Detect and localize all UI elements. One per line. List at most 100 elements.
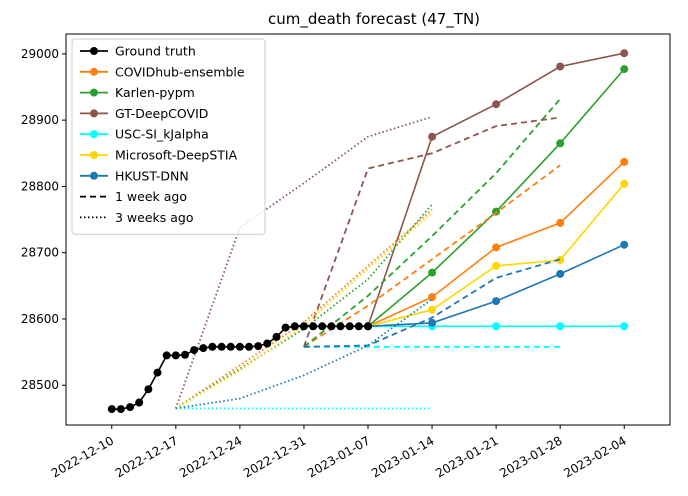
series-covidhub-ensemble-3-weeks-ago bbox=[175, 208, 433, 410]
legend-item-karlen-pypm: Karlen-pypm bbox=[80, 85, 195, 100]
series-line-karlen-pypm-1-week-ago bbox=[303, 98, 561, 348]
series-line-hkust-dnn-1-week-ago bbox=[303, 258, 561, 348]
data-point-ground-truth bbox=[235, 342, 244, 351]
y-axis: 28500 28600 28700 28800 28900 29000 bbox=[21, 47, 66, 392]
legend-item-hkust-dnn: HKUST-DNN bbox=[80, 168, 189, 183]
data-point-ground-truth bbox=[144, 385, 153, 394]
data-point-covidhub-ensemble bbox=[492, 243, 501, 252]
legend-label: HKUST-DNN bbox=[115, 168, 189, 183]
series-line-hkust-dnn bbox=[367, 243, 625, 328]
legend-label: 3 weeks ago bbox=[115, 210, 194, 225]
series-hkust-dnn-3-weeks-ago bbox=[175, 298, 433, 410]
x-axis: 2022-12-102022-12-172022-12-242022-12-31… bbox=[49, 425, 629, 480]
series-line-covidhub-ensemble-1-week-ago bbox=[303, 164, 561, 348]
data-point-microsoft-deepstia bbox=[428, 305, 437, 314]
legend-label: Karlen-pypm bbox=[115, 85, 195, 100]
legend-marker bbox=[90, 88, 98, 97]
legend-label: USC-SI_kJalpha bbox=[115, 127, 209, 142]
data-point-ground-truth bbox=[135, 398, 144, 407]
legend: Ground truth COVIDhub-ensemble Karlen-pypm… bbox=[71, 38, 266, 235]
data-point-ground-truth bbox=[354, 322, 363, 331]
data-point-ground-truth bbox=[126, 403, 135, 412]
y-tick-label: 28800 bbox=[21, 179, 59, 193]
data-point-gt-deepcovid bbox=[556, 62, 565, 71]
series-karlen-pypm-3-weeks-ago bbox=[175, 203, 433, 410]
y-tick-label: 28500 bbox=[21, 378, 59, 392]
legend-label: Microsoft-DeepSTIA bbox=[115, 148, 238, 163]
series-line-ground-truth bbox=[111, 325, 368, 410]
legend-marker bbox=[90, 109, 98, 118]
legend-label: Ground truth bbox=[115, 44, 196, 59]
data-point-ground-truth bbox=[281, 323, 290, 332]
data-point-karlen-pypm bbox=[428, 268, 437, 277]
data-point-gt-deepcovid bbox=[428, 132, 437, 141]
legend-marker bbox=[90, 47, 98, 55]
data-point-ground-truth bbox=[107, 405, 116, 414]
data-point-ground-truth bbox=[162, 351, 171, 360]
x-tick-label: 2023-01-07 bbox=[305, 433, 372, 480]
data-point-ground-truth bbox=[254, 342, 263, 351]
data-point-hkust-dnn bbox=[428, 318, 437, 327]
data-point-ground-truth bbox=[226, 342, 235, 351]
legend-marker bbox=[90, 171, 98, 180]
data-point-ground-truth bbox=[272, 332, 281, 341]
series-microsoft-deepstia bbox=[364, 179, 629, 331]
data-point-microsoft-deepstia bbox=[620, 179, 629, 188]
data-point-ground-truth bbox=[217, 342, 226, 351]
legend-marker bbox=[90, 130, 98, 139]
data-point-hkust-dnn bbox=[620, 240, 629, 249]
y-tick-label: 29000 bbox=[21, 47, 59, 61]
y-tick-label: 28600 bbox=[21, 312, 59, 326]
data-point-ground-truth bbox=[190, 346, 199, 355]
series-line-gt-deepcovid bbox=[367, 52, 625, 327]
data-point-usc-si-kjalpha bbox=[620, 322, 629, 331]
legend-item-gt-deepcovid: GT-DeepCOVID bbox=[80, 106, 208, 121]
data-point-ground-truth bbox=[290, 322, 299, 331]
series-line-microsoft-deepstia-3-weeks-ago bbox=[175, 212, 433, 410]
legend-marker bbox=[90, 67, 98, 76]
data-point-microsoft-deepstia bbox=[492, 261, 501, 270]
data-point-ground-truth bbox=[199, 344, 208, 353]
series-line-covidhub-ensemble-3-weeks-ago bbox=[175, 208, 433, 410]
legend-label: 1 week ago bbox=[115, 189, 187, 204]
y-tick-label: 28900 bbox=[21, 113, 59, 127]
y-tick-label: 28700 bbox=[21, 246, 59, 260]
legend-marker bbox=[90, 151, 98, 159]
data-point-covidhub-ensemble bbox=[556, 218, 565, 227]
data-point-ground-truth bbox=[336, 322, 345, 331]
data-point-ground-truth bbox=[208, 342, 217, 351]
data-point-ground-truth bbox=[116, 405, 125, 414]
data-point-ground-truth bbox=[181, 350, 189, 359]
series-karlen-pypm-1-week-ago bbox=[303, 98, 561, 348]
series-hkust-dnn-1-week-ago bbox=[303, 258, 561, 348]
data-point-ground-truth bbox=[263, 339, 272, 348]
legend-item-covidhub-ensemble: COVIDhub-ensemble bbox=[80, 64, 245, 79]
data-point-gt-deepcovid bbox=[620, 49, 629, 58]
x-tick-label: 2023-02-04 bbox=[561, 433, 628, 480]
series-ground-truth bbox=[107, 322, 372, 414]
data-point-ground-truth bbox=[245, 342, 253, 351]
data-point-ground-truth bbox=[299, 322, 308, 331]
x-tick-label: 2022-12-24 bbox=[177, 433, 244, 480]
series-line-gt-deepcovid-1-week-ago bbox=[303, 116, 561, 348]
x-tick-label: 2023-01-21 bbox=[433, 433, 500, 480]
data-point-ground-truth bbox=[364, 322, 372, 331]
series-line-karlen-pypm-3-weeks-ago bbox=[175, 203, 433, 410]
data-point-ground-truth bbox=[327, 322, 336, 331]
series-line-hkust-dnn-3-weeks-ago bbox=[175, 298, 433, 410]
legend-item-microsoft-deepstia: Microsoft-DeepSTIA bbox=[80, 148, 238, 163]
series-microsoft-deepstia-3-weeks-ago bbox=[175, 212, 433, 410]
data-point-karlen-pypm bbox=[620, 65, 629, 74]
x-tick-label: 2022-12-10 bbox=[49, 433, 116, 480]
legend-label: GT-DeepCOVID bbox=[115, 106, 208, 121]
data-point-hkust-dnn bbox=[556, 269, 565, 278]
x-tick-label: 2023-01-28 bbox=[497, 433, 564, 480]
legend-item-3-weeks-ago: 3 weeks ago bbox=[80, 210, 194, 225]
series-layer bbox=[107, 49, 629, 414]
data-point-covidhub-ensemble bbox=[620, 157, 629, 166]
legend-item-ground-truth: Ground truth bbox=[80, 44, 196, 59]
data-point-ground-truth bbox=[309, 322, 318, 331]
legend-box bbox=[71, 38, 266, 235]
data-point-ground-truth bbox=[171, 351, 180, 360]
